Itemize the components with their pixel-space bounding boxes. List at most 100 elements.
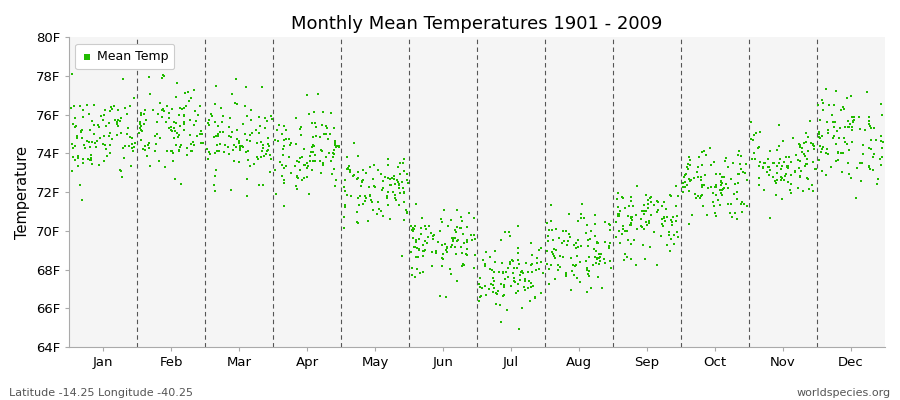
Point — [676, 183, 690, 190]
Point — [791, 141, 806, 148]
Point — [831, 150, 845, 156]
Point — [350, 169, 365, 176]
Point — [113, 114, 128, 121]
Point — [663, 217, 678, 224]
Point — [709, 183, 724, 190]
Point — [366, 176, 381, 182]
Point — [247, 161, 261, 167]
Point — [65, 71, 79, 78]
Point — [83, 127, 97, 133]
Point — [558, 270, 572, 276]
Point — [770, 146, 784, 153]
Point — [264, 156, 278, 162]
Point — [842, 171, 857, 178]
Point — [832, 135, 846, 141]
Point — [82, 110, 96, 117]
Point — [689, 169, 704, 175]
Point — [326, 150, 340, 156]
Point — [315, 148, 329, 154]
Point — [122, 143, 136, 150]
Point — [774, 166, 788, 172]
Point — [525, 269, 539, 276]
Point — [157, 108, 171, 114]
Point — [68, 124, 82, 130]
Point — [76, 156, 90, 162]
Point — [409, 239, 423, 245]
Point — [267, 136, 282, 143]
Point — [853, 178, 868, 184]
Point — [769, 192, 783, 198]
Point — [683, 178, 698, 184]
Point — [524, 280, 538, 286]
Point — [293, 167, 308, 174]
Point — [691, 193, 706, 200]
Point — [78, 145, 93, 152]
Point — [464, 237, 479, 244]
Point — [490, 291, 504, 297]
Point — [709, 192, 724, 198]
Point — [501, 229, 516, 236]
Point — [551, 267, 565, 273]
Point — [418, 222, 432, 229]
Point — [397, 217, 411, 223]
Point — [617, 257, 632, 264]
Point — [770, 169, 784, 176]
Point — [238, 149, 253, 155]
Point — [418, 247, 433, 253]
Point — [698, 152, 713, 159]
Point — [588, 221, 602, 228]
Point — [752, 144, 766, 150]
Point — [816, 107, 831, 114]
Point — [74, 128, 88, 134]
Point — [350, 219, 365, 225]
Point — [847, 116, 861, 123]
Point — [297, 175, 311, 182]
Point — [99, 146, 113, 153]
Point — [580, 289, 594, 295]
Point — [608, 234, 623, 240]
Point — [249, 140, 264, 146]
Point — [385, 189, 400, 195]
Point — [191, 112, 205, 118]
Point — [862, 114, 877, 120]
Point — [408, 274, 422, 280]
Point — [829, 88, 843, 94]
Point — [156, 106, 170, 113]
Point — [177, 127, 192, 133]
Point — [291, 175, 305, 182]
Point — [364, 199, 379, 205]
Point — [220, 144, 235, 150]
Point — [381, 188, 395, 195]
Point — [405, 225, 419, 232]
Point — [582, 268, 597, 274]
Point — [489, 301, 503, 308]
Point — [374, 208, 388, 214]
Point — [842, 118, 856, 124]
Point — [629, 262, 643, 268]
Point — [611, 212, 625, 219]
Point — [842, 124, 856, 130]
Point — [761, 155, 776, 162]
Point — [719, 181, 733, 188]
Point — [113, 168, 128, 175]
Point — [412, 246, 427, 252]
Point — [706, 190, 720, 196]
Point — [456, 262, 471, 268]
Point — [532, 266, 546, 272]
Point — [651, 206, 665, 213]
Point — [544, 249, 559, 256]
Point — [395, 252, 410, 259]
Point — [392, 170, 407, 177]
Point — [275, 146, 290, 152]
Point — [803, 118, 817, 124]
Point — [590, 256, 604, 262]
Point — [91, 122, 105, 129]
Point — [517, 284, 531, 290]
Point — [68, 115, 83, 122]
Point — [409, 254, 423, 260]
Point — [801, 176, 815, 182]
Point — [651, 198, 665, 205]
Point — [775, 163, 789, 169]
Point — [511, 288, 526, 294]
Point — [104, 136, 119, 142]
